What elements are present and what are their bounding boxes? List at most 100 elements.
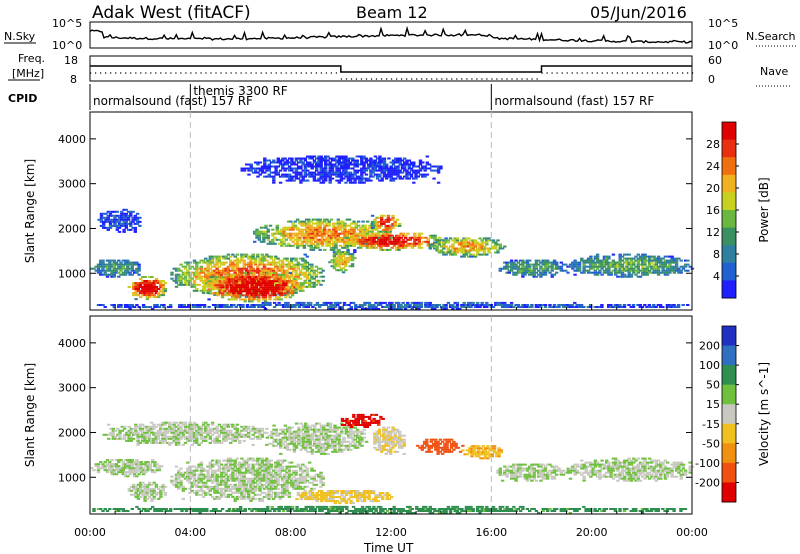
heatmap-cell: [261, 292, 265, 295]
heatmap-cell: [347, 236, 351, 239]
heatmap-cell: [295, 510, 299, 512]
heatmap-cell: [256, 265, 260, 268]
heatmap-cell: [295, 508, 299, 510]
heatmap-cell: [301, 169, 305, 172]
heatmap-cell: [152, 491, 156, 494]
heatmap-cell: [677, 271, 681, 274]
heatmap-cell: [227, 290, 232, 293]
heatmap-cell: [614, 271, 618, 274]
heatmap-cell: [392, 512, 396, 514]
heatmap-cell: [314, 234, 318, 237]
heatmap-cell: [312, 161, 317, 164]
heatmap-cell: [132, 284, 136, 286]
heatmap-cell: [232, 510, 236, 512]
heatmap-cell: [401, 234, 406, 237]
heatmap-cell: [103, 269, 107, 272]
heatmap-cell: [214, 282, 218, 285]
heatmap-cell: [249, 167, 253, 170]
heatmap-cell: [339, 177, 344, 180]
heatmap-cell: [252, 508, 256, 510]
heatmap-cell: [623, 261, 627, 264]
heatmap-cell: [343, 236, 347, 239]
heatmap-cell: [214, 292, 218, 295]
heatmap-cell: [387, 171, 391, 174]
heatmap-cell: [117, 510, 121, 512]
heatmap-cell: [346, 249, 350, 252]
heatmap-cell: [277, 232, 282, 235]
heatmap-cell: [104, 216, 108, 219]
heatmap-cell: [453, 306, 457, 308]
heatmap-cell: [505, 261, 509, 264]
heatmap-cell: [426, 238, 430, 241]
heatmap-cell: [548, 265, 552, 268]
heatmap-cell: [123, 261, 128, 264]
heatmap-cell: [570, 508, 575, 510]
heatmap-cell: [318, 220, 322, 223]
heatmap-cell: [121, 467, 125, 470]
heatmap-cell: [378, 161, 382, 164]
heatmap-cell: [121, 461, 125, 464]
heatmap-cell: [647, 304, 651, 306]
heatmap-cell: [602, 508, 606, 510]
heatmap-cell: [307, 230, 311, 233]
heatmap-cell: [390, 236, 395, 239]
heatmap-cell: [571, 261, 575, 264]
heatmap-cell: [525, 304, 530, 306]
heatmap-cell: [136, 493, 141, 496]
heatmap-cell: [286, 228, 291, 231]
heatmap-cell: [568, 304, 572, 306]
heatmap-cell: [124, 222, 128, 225]
heatmap-cell: [451, 304, 455, 306]
heatmap-cell: [230, 306, 234, 308]
heatmap-cell: [139, 463, 144, 466]
heatmap-cell: [559, 267, 563, 270]
heatmap-cell: [367, 510, 372, 512]
heatmap-cell: [370, 232, 374, 235]
heatmap-cell: [294, 259, 298, 262]
heatmap-cell: [211, 508, 216, 510]
heatmap-cell: [298, 244, 302, 247]
heatmap-cell: [434, 165, 438, 168]
heatmap-cell: [640, 510, 645, 512]
heatmap-cell: [473, 245, 478, 248]
heatmap-cell: [385, 177, 389, 180]
heatmap-cell: [96, 471, 101, 474]
heatmap-cell: [202, 284, 207, 287]
heatmap-cell: [359, 230, 363, 233]
heatmap-cell: [401, 244, 406, 247]
heatmap-cell: [494, 304, 498, 306]
heatmap-cell: [543, 304, 548, 306]
heatmap-cell: [661, 508, 665, 510]
heatmap-cell: [210, 273, 215, 276]
heatmap-cell: [308, 285, 312, 288]
heatmap-cell: [282, 232, 286, 235]
heatmap-cell: [303, 175, 308, 178]
heatmap-cell: [564, 304, 568, 306]
heatmap-cell: [143, 282, 147, 284]
heatmap-cell: [343, 244, 347, 247]
heatmap-cell: [512, 267, 516, 270]
heatmap-cell: [467, 245, 471, 248]
colorbar-tick-label: 28: [706, 138, 720, 151]
heatmap-cell: [117, 267, 121, 270]
heatmap-cell: [444, 237, 448, 240]
heatmap-cell: [309, 244, 313, 247]
heatmap-cell: [267, 263, 271, 266]
heatmap-cell: [672, 510, 676, 512]
cpid-mode-label: normalsound (fast) 157 RF: [93, 94, 253, 108]
heatmap-cell: [512, 273, 516, 276]
heatmap-cell: [130, 273, 134, 276]
heatmap-cell: [294, 173, 299, 176]
heatmap-cell: [534, 261, 539, 264]
heatmap-cell: [602, 257, 607, 260]
heatmap-cell: [119, 459, 123, 462]
heatmap-cell: [309, 236, 313, 239]
heatmap-cell: [299, 167, 303, 170]
heatmap-cell: [344, 257, 348, 260]
heatmap-cell: [138, 483, 143, 486]
heatmap-cell: [681, 265, 686, 268]
heatmap-cell: [293, 306, 297, 308]
heatmap-cell: [94, 269, 98, 272]
heatmap-cell: [290, 304, 295, 306]
heatmap-cell: [270, 286, 274, 289]
